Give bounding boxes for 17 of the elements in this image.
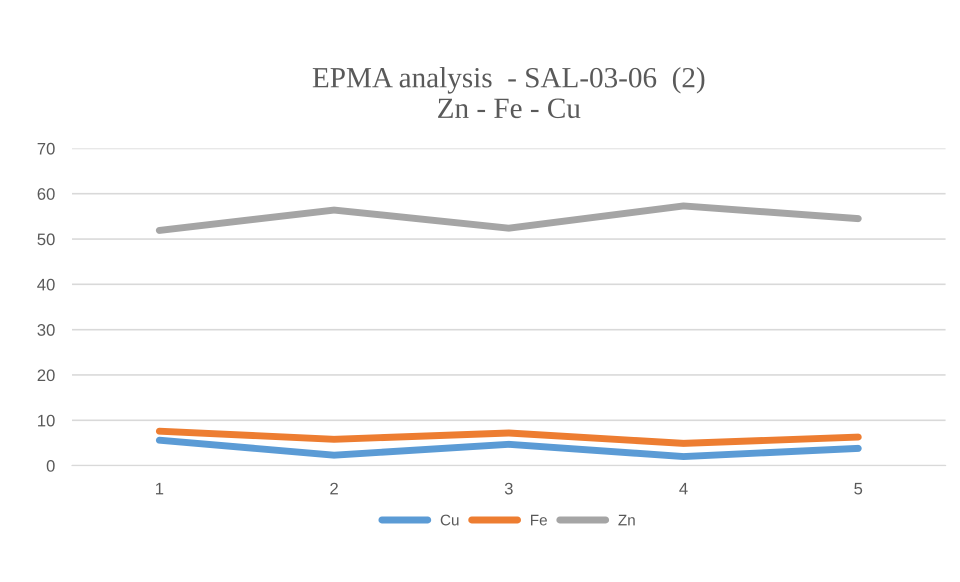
x-tick-label: 5 — [854, 482, 862, 495]
y-tick-label: 40 — [37, 278, 55, 291]
x-tick-label: 4 — [679, 482, 688, 494]
y-tick-label: 0 — [46, 460, 55, 472]
legend-label: Zn — [618, 514, 635, 526]
chart-title: EPMA analysis - SAL-03-06 (2) Zn - Fe - Cu — [312, 67, 704, 118]
y-tick-label: 20 — [38, 369, 55, 382]
y-tick-label: 60 — [38, 188, 55, 200]
x-tick-label: 2 — [330, 482, 338, 494]
x-tick-label: 1 — [156, 482, 164, 494]
y-tick-label: 30 — [37, 324, 55, 336]
legend-label: Fe — [531, 514, 547, 526]
y-tick-label: 50 — [37, 233, 55, 246]
x-tick-label: 3 — [504, 482, 513, 495]
y-tick-label: 10 — [38, 414, 55, 426]
legend-label: Cu — [440, 514, 458, 526]
y-tick-label: 70 — [38, 142, 55, 155]
